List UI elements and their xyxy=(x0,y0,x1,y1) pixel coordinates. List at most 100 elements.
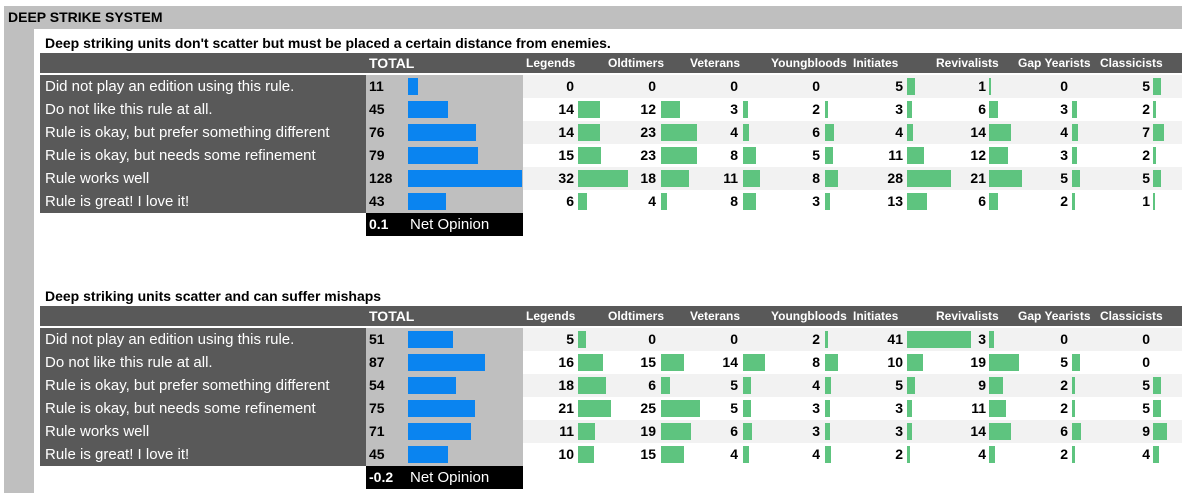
group-value: 4 xyxy=(730,446,738,462)
group-value: 5 xyxy=(895,377,903,393)
group-value: 15 xyxy=(640,354,656,370)
group-bar xyxy=(578,377,606,394)
group-bar xyxy=(907,377,915,394)
total-bar xyxy=(408,400,475,417)
group-bar xyxy=(743,124,749,141)
group-cells: 14 23 4 6 4 14 4 7 xyxy=(523,121,1182,144)
total-bar xyxy=(408,147,478,164)
net-opinion-label: Net Opinion xyxy=(410,216,490,233)
page-title: DEEP STRIKE SYSTEM xyxy=(4,6,1182,29)
group-bar xyxy=(1072,147,1077,164)
group-bar xyxy=(1072,400,1075,417)
group-value: 5 xyxy=(1060,354,1068,370)
group-bar xyxy=(661,423,691,440)
group-value: 11 xyxy=(971,400,986,416)
total-cell: 54 xyxy=(366,374,523,397)
group-value: 6 xyxy=(1060,423,1068,439)
group-header-classicists: Classicists xyxy=(1100,56,1163,70)
group-value: 3 xyxy=(895,400,903,416)
group-bar xyxy=(661,377,670,394)
total-value: 11 xyxy=(369,78,384,94)
group-bar xyxy=(1153,377,1161,394)
group-value: 6 xyxy=(978,101,986,117)
group-value: 8 xyxy=(812,170,820,186)
total-value: 128 xyxy=(369,170,393,186)
group-value: 4 xyxy=(978,446,986,462)
group-header-oldtimers: Oldtimers xyxy=(608,309,665,323)
group-bar xyxy=(907,354,923,371)
chart-section-1: Deep striking units don't scatter but mu… xyxy=(40,33,1182,238)
group-bar xyxy=(743,170,760,187)
group-bar xyxy=(989,400,1006,417)
row-label: Rule is great! I love it! xyxy=(40,190,366,213)
group-value: 3 xyxy=(1060,101,1068,117)
group-bar xyxy=(1153,101,1156,118)
group-value: 4 xyxy=(1060,124,1068,140)
group-cells: 16 15 14 8 10 19 5 0 xyxy=(523,351,1182,374)
section-subtitle: Deep striking units scatter and can suff… xyxy=(45,288,382,304)
group-value: 5 xyxy=(730,377,738,393)
group-value: 5 xyxy=(1142,400,1150,416)
group-bar xyxy=(661,354,684,371)
total-header: TOTAL xyxy=(369,55,415,71)
group-bar xyxy=(1153,170,1161,187)
group-value: 0 xyxy=(1142,354,1150,370)
group-bar xyxy=(825,170,838,187)
group-bar xyxy=(907,147,924,164)
group-header-gap-yearists: Gap Yearists xyxy=(1018,309,1091,323)
group-bar xyxy=(578,446,594,463)
total-value: 87 xyxy=(369,354,385,370)
group-header-veterans: Veterans xyxy=(690,309,741,323)
group-value: 6 xyxy=(730,423,738,439)
group-value: 0 xyxy=(1060,331,1068,347)
group-header-bar: Legends Oldtimers Veterans Youngbloods Initi… xyxy=(523,306,1182,326)
group-bar xyxy=(989,331,994,348)
group-value: 2 xyxy=(812,331,820,347)
group-value: 4 xyxy=(812,446,820,462)
group-value: 3 xyxy=(1060,147,1068,163)
group-value: 5 xyxy=(730,400,738,416)
row-label: Rule works well xyxy=(40,420,366,443)
row-label: Rule is okay, but needs some refinement xyxy=(40,397,366,420)
group-bar xyxy=(578,170,628,187)
group-bar xyxy=(825,446,831,463)
group-header-gap-yearists: Gap Yearists xyxy=(1018,56,1091,70)
group-value: 23 xyxy=(640,147,656,163)
group-value: 7 xyxy=(1142,124,1150,140)
group-value: 12 xyxy=(970,147,986,163)
table-row: Rule is okay, but prefer something diffe… xyxy=(40,374,1182,397)
net-opinion-value: 0.1 xyxy=(369,216,389,232)
total-cell: 128 xyxy=(366,167,523,190)
total-bar xyxy=(408,78,418,95)
group-bar xyxy=(661,446,684,463)
group-bar xyxy=(1072,423,1081,440)
total-header: TOTAL xyxy=(369,308,415,324)
group-bar xyxy=(1072,193,1075,210)
group-value: 10 xyxy=(558,446,574,462)
total-cell: 76 xyxy=(366,121,523,144)
group-cells: 32 18 11 8 28 21 5 5 xyxy=(523,167,1182,190)
group-value: 2 xyxy=(1060,193,1068,209)
group-value: 13 xyxy=(887,193,903,209)
group-value: 5 xyxy=(895,78,903,94)
total-cell: 71 xyxy=(366,420,523,443)
group-bar xyxy=(907,331,971,348)
group-value: 0 xyxy=(1060,78,1068,94)
group-value: 6 xyxy=(566,193,574,209)
row-label: Rule is great! I love it! xyxy=(40,443,366,466)
group-value: 16 xyxy=(558,354,574,370)
section-subtitle: Deep striking units don't scatter but mu… xyxy=(45,35,611,51)
group-bar xyxy=(989,78,991,95)
group-value: 10 xyxy=(887,354,903,370)
group-bar xyxy=(1072,101,1077,118)
group-value: 5 xyxy=(1142,377,1150,393)
group-bar xyxy=(989,354,1019,371)
group-bar xyxy=(578,400,611,417)
group-bar xyxy=(989,423,1011,440)
group-value: 21 xyxy=(970,170,986,186)
total-value: 45 xyxy=(369,446,385,462)
group-value: 4 xyxy=(730,124,738,140)
group-bar xyxy=(1072,170,1080,187)
total-cell: 79 xyxy=(366,144,523,167)
